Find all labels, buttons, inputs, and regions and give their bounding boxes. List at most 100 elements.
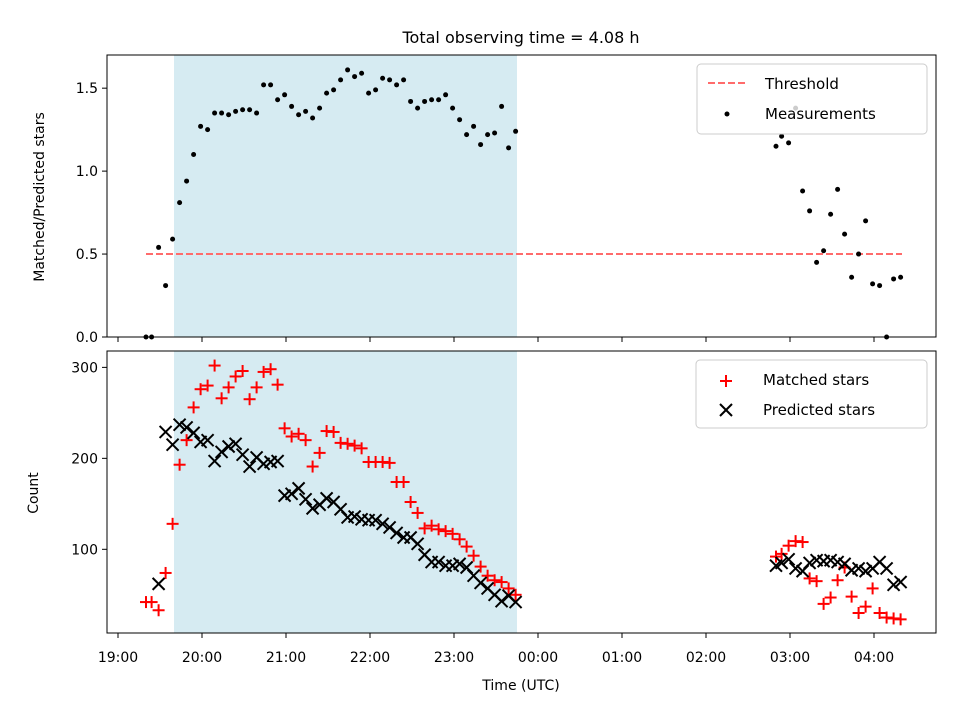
matched-star-point	[509, 588, 522, 601]
bottom-legend: Matched stars Predicted stars	[695, 359, 928, 429]
measurement-point	[247, 107, 253, 113]
matched-star-point	[439, 525, 452, 538]
measurement-point	[429, 97, 435, 103]
matched-star-point	[194, 383, 207, 396]
measurement-point	[786, 140, 792, 146]
measurement-point	[345, 67, 351, 73]
predicted-star-point	[851, 561, 866, 576]
top-y-tick-label: 1.0	[76, 164, 98, 180]
matched-star-point	[152, 604, 165, 617]
measurements-points	[143, 67, 904, 340]
matched-star-point	[285, 430, 298, 443]
predicted-star-point	[389, 526, 404, 540]
measurement-point	[317, 105, 323, 111]
matched-star-point	[313, 446, 326, 459]
measurement-point	[828, 211, 834, 217]
measurement-point	[233, 108, 239, 114]
predicted-star-point	[172, 417, 187, 432]
measurement-point	[443, 92, 449, 98]
matched-star-point	[257, 365, 270, 378]
matched-star-point	[306, 460, 319, 473]
measurement-point	[191, 152, 197, 158]
legend-predicted-label: Predicted stars	[763, 401, 875, 419]
matched-star-point	[187, 401, 200, 414]
predicted-star-point	[452, 557, 467, 571]
predicted-star-point	[858, 564, 873, 578]
bottom-shaded-region	[174, 351, 517, 633]
matched-star-point	[866, 582, 879, 595]
predicted-star-point	[179, 420, 194, 435]
predicted-star-point	[291, 481, 306, 496]
measurement-point	[366, 90, 372, 96]
matched-star-point	[278, 422, 291, 435]
measurement-point	[226, 112, 232, 118]
measurement-point	[863, 218, 869, 224]
measurement-point	[457, 117, 463, 123]
predicted-star-point	[375, 517, 390, 531]
matched-star-point	[859, 600, 872, 613]
measurement-point	[450, 105, 456, 111]
matched-star-point	[488, 574, 501, 587]
measurement-point	[184, 178, 190, 184]
bottom-panel: 100 200 300 19:00 20:00 21:00 22:00 23:00 00:00…	[26, 350, 937, 694]
measurement-point	[821, 248, 827, 254]
predicted-star-point	[319, 491, 334, 506]
matched-star-point	[824, 591, 837, 604]
measurement-point	[254, 110, 260, 116]
matched-star-point	[264, 363, 277, 376]
predicted-star-point	[235, 447, 250, 462]
predicted-star-point	[473, 576, 488, 590]
x-tick-label: 00:00	[518, 650, 558, 666]
matched-star-point	[222, 381, 235, 394]
matched-star-point	[166, 517, 179, 530]
measurement-point	[170, 236, 176, 242]
x-tick-label: 04:00	[854, 650, 894, 666]
matched-star-point	[852, 606, 865, 619]
bottom-y-tick-label: 300	[71, 360, 98, 376]
x-tick-label: 01:00	[602, 650, 642, 666]
measurement-point	[471, 123, 477, 129]
measurement-point	[387, 77, 393, 83]
measurement-point	[163, 283, 169, 289]
predicted-star-point	[228, 437, 243, 451]
predicted-star-point	[298, 492, 313, 506]
measurement-point	[807, 208, 813, 214]
x-tick-label: 21:00	[266, 650, 306, 666]
top-y-tick-label: 1.5	[76, 81, 98, 97]
predicted-star-point	[494, 594, 509, 608]
matched-star-point	[803, 572, 816, 585]
predicted-stars-points	[151, 417, 908, 609]
matched-star-point	[467, 549, 480, 562]
predicted-star-point	[305, 501, 320, 516]
predicted-star-point	[431, 555, 446, 569]
predicted-star-point	[158, 425, 173, 439]
predicted-star-point	[781, 552, 796, 567]
measurement-point	[303, 108, 309, 114]
bottom-legend-box	[695, 359, 928, 429]
x-tick-label: 22:00	[350, 650, 390, 666]
legend-matched-swatch	[720, 375, 732, 387]
top-legend: Threshold Measurements	[696, 63, 928, 135]
predicted-star-point	[886, 578, 901, 592]
matched-star-point	[446, 527, 459, 540]
measurement-point	[156, 244, 162, 250]
matched-star-point	[355, 442, 368, 455]
predicted-star-point	[270, 454, 285, 468]
predicted-star-point	[410, 537, 425, 551]
bottom-plot-frame	[106, 350, 937, 634]
matched-star-point	[894, 613, 907, 626]
measurement-point	[198, 123, 204, 129]
measurement-point	[324, 90, 330, 96]
measurement-point	[492, 130, 498, 136]
measurement-point	[877, 283, 883, 289]
bottom-y-axis-label: Count	[26, 472, 42, 514]
predicted-star-point	[508, 595, 523, 609]
measurement-point	[352, 74, 358, 80]
matched-star-point	[236, 365, 249, 378]
top-y-axis: 0.0 0.5 1.0 1.5	[76, 81, 107, 346]
x-tick-label: 19:00	[98, 650, 138, 666]
measurement-point	[422, 98, 428, 104]
bottom-y-axis: 100 200 300	[71, 360, 107, 558]
legend-threshold-label: Threshold	[764, 75, 839, 93]
matched-star-point	[418, 522, 431, 535]
